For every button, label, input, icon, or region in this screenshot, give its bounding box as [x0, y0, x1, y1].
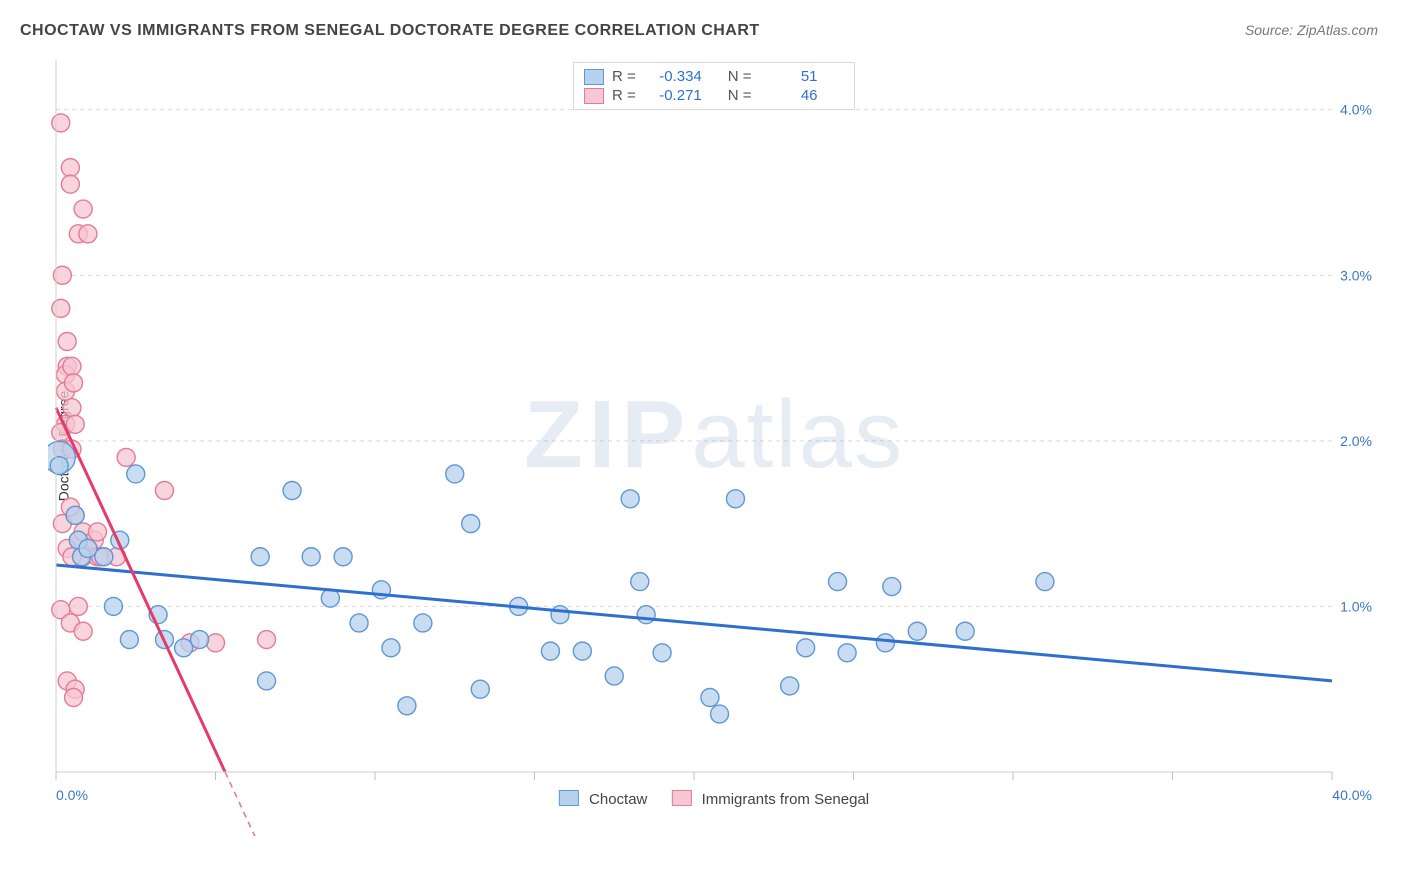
legend-row-choctaw: R = -0.334 N = 51	[584, 67, 844, 86]
scatter-dots	[48, 114, 1054, 723]
legend-n-label: N =	[728, 87, 752, 104]
svg-text:40.0%: 40.0%	[1332, 787, 1372, 803]
legend-label-senegal: Immigrants from Senegal	[702, 791, 870, 808]
legend-r-label: R =	[612, 87, 636, 104]
legend-item-choctaw: Choctaw	[559, 790, 648, 808]
legend-swatch-choctaw	[559, 790, 579, 806]
svg-text:1.0%: 1.0%	[1340, 598, 1372, 614]
legend-swatch-senegal	[671, 790, 691, 806]
chart-title: CHOCTAW VS IMMIGRANTS FROM SENEGAL DOCTO…	[20, 22, 760, 40]
plot-area: ZIPatlas 1.0%2.0%3.0%4.0%0.0%40.0% R = -…	[48, 56, 1380, 836]
legend-swatch-senegal	[584, 88, 604, 104]
legend-row-senegal: R = -0.271 N = 46	[584, 86, 844, 105]
svg-text:3.0%: 3.0%	[1340, 267, 1372, 283]
svg-text:0.0%: 0.0%	[56, 787, 88, 803]
legend-r-value-senegal: -0.271	[644, 87, 702, 104]
legend-n-label: N =	[728, 68, 752, 85]
svg-text:2.0%: 2.0%	[1340, 433, 1372, 449]
gridlines	[56, 110, 1332, 607]
legend-label-choctaw: Choctaw	[589, 791, 647, 808]
svg-text:4.0%: 4.0%	[1340, 102, 1372, 118]
chart-svg: 1.0% 2.0% 3.0% 4.0% 0.0% 40.0%	[48, 56, 1380, 836]
legend-n-value-senegal: 46	[760, 87, 818, 104]
legend-n-value-choctaw: 51	[760, 68, 818, 85]
legend-item-senegal: Immigrants from Senegal	[671, 790, 869, 808]
legend-series: Choctaw Immigrants from Senegal	[559, 790, 869, 808]
legend-r-value-choctaw: -0.334	[644, 68, 702, 85]
source-label: Source: ZipAtlas.com	[1245, 22, 1378, 38]
legend-correlation: R = -0.334 N = 51 R = -0.271 N = 46	[573, 62, 855, 110]
legend-swatch-choctaw	[584, 69, 604, 85]
legend-r-label: R =	[612, 68, 636, 85]
